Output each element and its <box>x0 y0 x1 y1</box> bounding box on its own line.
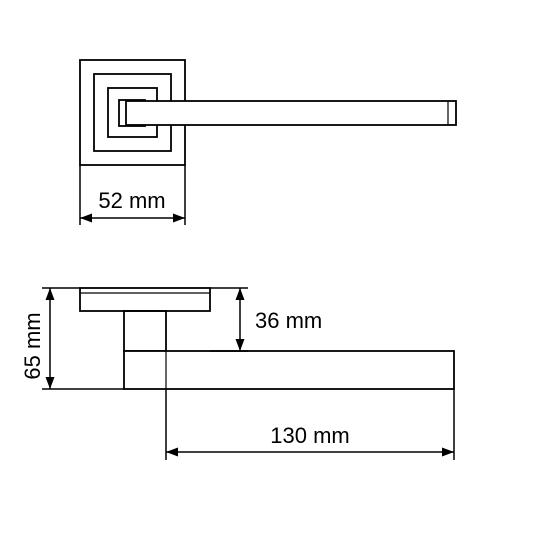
dim-65: 65 mm <box>20 288 124 389</box>
top-view <box>80 60 456 165</box>
label-130: 130 mm <box>270 423 349 448</box>
handle-side <box>124 351 454 389</box>
label-65: 65 mm <box>20 312 45 379</box>
side-view <box>80 288 454 389</box>
technical-drawing: 52 mm 65 mm 36 mm 130 mm <box>0 0 551 551</box>
handle-top <box>126 101 456 125</box>
label-36: 36 mm <box>255 308 322 333</box>
neck <box>124 311 166 351</box>
label-52: 52 mm <box>98 188 165 213</box>
mount-plate <box>80 288 210 311</box>
dim-52: 52 mm <box>80 165 185 225</box>
dim-36: 36 mm <box>210 288 322 351</box>
dim-130: 130 mm <box>166 389 454 460</box>
